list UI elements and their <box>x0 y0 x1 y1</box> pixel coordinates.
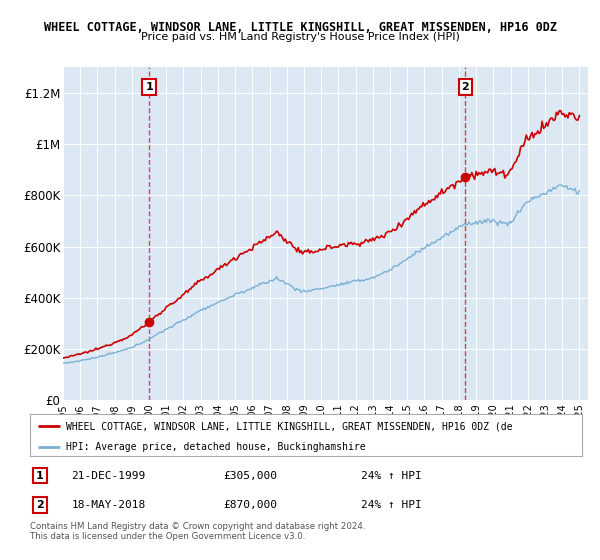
Text: 2: 2 <box>461 82 469 92</box>
Text: £305,000: £305,000 <box>223 470 277 480</box>
Text: 1: 1 <box>36 470 44 480</box>
Text: WHEEL COTTAGE, WINDSOR LANE, LITTLE KINGSHILL, GREAT MISSENDEN, HP16 0DZ (de: WHEEL COTTAGE, WINDSOR LANE, LITTLE KING… <box>66 421 512 431</box>
Text: 2: 2 <box>36 500 44 510</box>
Text: 1: 1 <box>145 82 153 92</box>
Text: 21-DEC-1999: 21-DEC-1999 <box>71 470 146 480</box>
Text: £870,000: £870,000 <box>223 500 277 510</box>
Text: WHEEL COTTAGE, WINDSOR LANE, LITTLE KINGSHILL, GREAT MISSENDEN, HP16 0DZ: WHEEL COTTAGE, WINDSOR LANE, LITTLE KING… <box>44 21 557 34</box>
Text: HPI: Average price, detached house, Buckinghamshire: HPI: Average price, detached house, Buck… <box>66 442 365 452</box>
Text: 24% ↑ HPI: 24% ↑ HPI <box>361 500 422 510</box>
Text: Price paid vs. HM Land Registry's House Price Index (HPI): Price paid vs. HM Land Registry's House … <box>140 32 460 43</box>
Text: This data is licensed under the Open Government Licence v3.0.: This data is licensed under the Open Gov… <box>30 532 305 541</box>
Text: 24% ↑ HPI: 24% ↑ HPI <box>361 470 422 480</box>
Text: 18-MAY-2018: 18-MAY-2018 <box>71 500 146 510</box>
Text: Contains HM Land Registry data © Crown copyright and database right 2024.: Contains HM Land Registry data © Crown c… <box>30 522 365 531</box>
